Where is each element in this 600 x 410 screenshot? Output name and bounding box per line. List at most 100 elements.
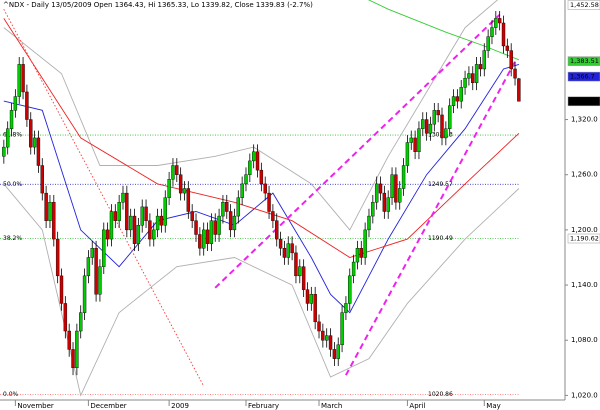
candle-body — [309, 294, 314, 304]
x-tick-label: April — [409, 402, 425, 410]
candle-body — [136, 225, 141, 244]
candle-body — [55, 238, 60, 277]
candle-body — [202, 229, 206, 249]
indicator-line — [367, 0, 520, 61]
candle-body — [125, 192, 129, 231]
candle-body — [167, 179, 171, 198]
candle-body — [186, 188, 191, 212]
candle-body — [447, 105, 452, 129]
candle-body — [275, 220, 279, 240]
candle-body — [163, 197, 167, 226]
candle-body — [348, 275, 352, 304]
candle-body — [152, 229, 156, 240]
candle-body — [340, 312, 344, 346]
candle-body — [478, 64, 483, 70]
candle-body — [436, 110, 440, 116]
y-tick-label: 1,320.0 — [571, 116, 598, 124]
candle-body — [325, 335, 329, 341]
candle-body — [390, 174, 394, 198]
candle-body — [367, 215, 371, 231]
candle-body — [98, 266, 102, 295]
candle-body — [486, 36, 490, 51]
candle-body — [328, 335, 333, 350]
candle-body — [298, 266, 302, 277]
candle-body — [217, 215, 221, 235]
candle-body — [394, 174, 398, 203]
candle-body — [190, 211, 194, 221]
candle-body — [213, 220, 217, 235]
fib-label: 50.0% — [3, 181, 22, 188]
candle-body — [263, 183, 267, 194]
x-tick-label: November — [17, 402, 54, 410]
candle-body — [13, 96, 18, 111]
candle-body — [401, 165, 406, 189]
candle-body — [382, 192, 387, 212]
fib-price: 1020.86 — [428, 391, 453, 398]
candle-body — [128, 215, 133, 231]
candle-body — [209, 220, 214, 244]
candle-body — [294, 252, 298, 277]
candle-body — [474, 64, 479, 83]
candle-body — [355, 248, 360, 263]
candle-body — [52, 202, 56, 240]
price-box-label: 1,190.62 — [570, 235, 599, 243]
y-tick-label: 1,200.0 — [571, 226, 598, 234]
candle-body — [182, 188, 187, 194]
candle-body — [5, 128, 10, 148]
candle-body — [332, 349, 337, 359]
candle-body — [321, 330, 325, 341]
candle-body — [248, 160, 252, 175]
candle-body — [259, 169, 264, 185]
candle-body — [301, 266, 306, 290]
fib-label: 38.2% — [3, 235, 22, 242]
candle-body — [71, 349, 75, 369]
candle-body — [2, 146, 6, 157]
candle-body — [398, 188, 402, 203]
candle-body — [94, 248, 98, 295]
candle-body — [251, 151, 256, 162]
candle-body — [194, 220, 198, 235]
candle-body — [455, 96, 460, 102]
candle-body — [509, 50, 513, 70]
candle-body — [240, 183, 244, 198]
candle-body — [440, 114, 444, 139]
candle-body — [90, 248, 94, 258]
candle-body — [140, 206, 144, 226]
candle-body — [159, 215, 164, 226]
candle-body — [471, 73, 475, 83]
candle-body — [121, 192, 125, 203]
candle-body — [17, 64, 21, 97]
candle-body — [271, 211, 275, 221]
candle-body — [428, 123, 433, 134]
candle-body — [459, 87, 463, 102]
axes: 1,320.0 1,260.0 1,200.0 1,140.0 1,080.0 1,020… — [14, 0, 600, 410]
candle-body — [175, 165, 179, 175]
candle-body — [225, 202, 229, 212]
fib-label: 0.0% — [3, 391, 19, 398]
price-box — [567, 56, 600, 66]
trendline — [214, 13, 501, 289]
candle-body — [517, 78, 521, 102]
candle-body — [513, 68, 517, 79]
candle-body — [102, 229, 106, 267]
candle-body — [467, 73, 471, 79]
indicator-line — [3, 0, 499, 231]
candle-body — [82, 275, 87, 313]
candle-body — [48, 202, 52, 221]
candle-body — [501, 22, 506, 47]
candle-body — [236, 197, 240, 217]
candle-body — [86, 257, 91, 277]
fib-label: 61.8% — [3, 132, 22, 139]
candle-body — [21, 64, 25, 93]
candle-body — [144, 206, 148, 221]
price-box-label: 1,383.51 — [570, 57, 599, 65]
candle-body — [29, 119, 33, 148]
chart-title: ^NDX - Daily 13/05/2009 Open 1364.43, Hi… — [3, 1, 313, 9]
indicator-line — [3, 8, 205, 387]
candle-body — [75, 330, 79, 369]
candle-body — [317, 321, 321, 332]
candle-body — [405, 142, 410, 166]
candle-body — [44, 192, 48, 221]
